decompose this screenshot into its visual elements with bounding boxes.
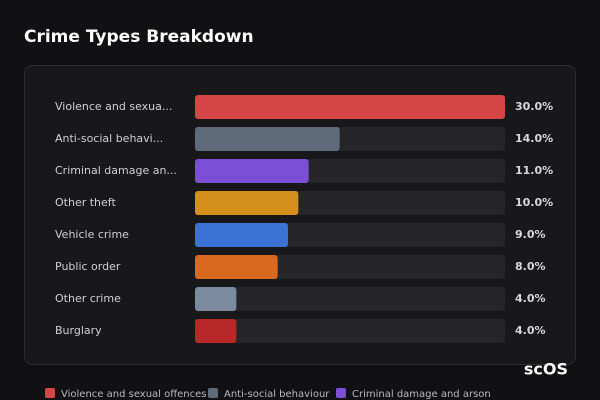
bar <box>195 127 340 151</box>
watermark: scOS <box>524 360 568 379</box>
category-label: Burglary <box>55 324 102 337</box>
category-label: Public order <box>55 260 121 273</box>
bar <box>195 159 309 183</box>
category-label: Violence and sexua... <box>55 100 172 113</box>
legend-swatch <box>45 388 55 398</box>
bar <box>195 223 288 247</box>
bar <box>195 95 505 119</box>
bar <box>195 191 299 215</box>
chart-title: Crime Types Breakdown <box>24 27 254 47</box>
value-label: 30.0% <box>515 100 553 113</box>
category-label: Criminal damage an... <box>55 164 177 177</box>
legend-label: Anti-social behaviour <box>224 389 330 400</box>
value-label: 14.0% <box>515 132 553 145</box>
value-label: 10.0% <box>515 196 553 209</box>
value-label: 9.0% <box>515 228 546 241</box>
category-label: Anti-social behavi... <box>55 132 163 145</box>
bar <box>195 287 237 311</box>
value-label: 4.0% <box>515 324 546 337</box>
category-label: Vehicle crime <box>55 228 129 241</box>
bar <box>195 319 237 343</box>
category-label: Other crime <box>55 292 121 305</box>
legend-swatch <box>336 388 346 398</box>
value-label: 4.0% <box>515 292 546 305</box>
legend-swatch <box>208 388 218 398</box>
legend-label: Criminal damage and arson <box>352 389 491 400</box>
bar <box>195 255 278 279</box>
value-label: 11.0% <box>515 164 553 177</box>
category-label: Other theft <box>55 196 116 209</box>
bar-track <box>195 319 505 343</box>
legend-label: Violence and sexual offences <box>61 389 207 400</box>
bar-track <box>195 287 505 311</box>
value-label: 8.0% <box>515 260 546 273</box>
